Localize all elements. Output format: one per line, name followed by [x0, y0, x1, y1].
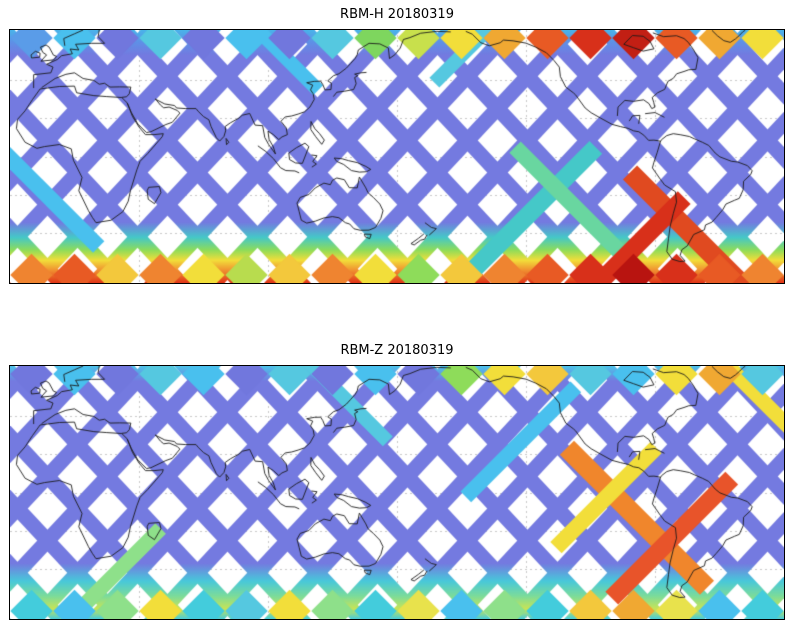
map-canvas-rbm-h [9, 29, 785, 284]
panel-rbm-z: RBM-Z 20180319 [9, 284, 785, 620]
panel-rbm-h: RBM-H 20180319 [9, 0, 785, 284]
map-canvas-rbm-z [9, 365, 785, 620]
panel-title-rbm-h: RBM-H 20180319 [340, 7, 454, 22]
panel-title-rbm-z: RBM-Z 20180319 [340, 343, 454, 358]
